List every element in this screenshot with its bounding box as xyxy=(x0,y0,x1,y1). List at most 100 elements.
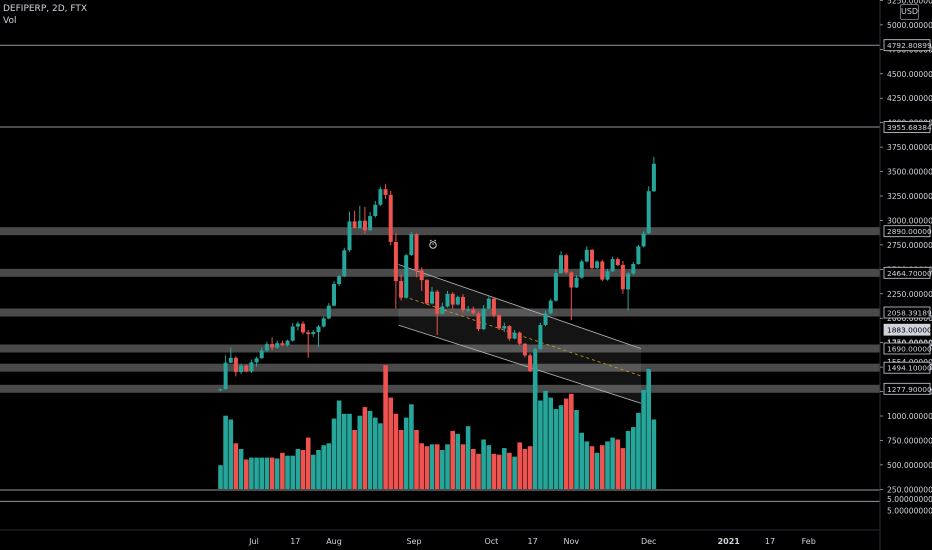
volume-bar xyxy=(352,430,357,489)
candle-body xyxy=(362,220,367,231)
candle-body xyxy=(388,194,393,242)
level-price-tag[interactable] xyxy=(883,306,931,319)
volume-bar xyxy=(362,407,368,489)
candle-body xyxy=(626,273,631,290)
level-price-tag-label: 2464.70000000 xyxy=(887,269,932,278)
candle-body xyxy=(378,189,383,205)
volume-bar xyxy=(244,459,249,489)
volume-bar xyxy=(558,405,564,489)
volume-bar xyxy=(434,444,440,489)
level-price-tag[interactable] xyxy=(883,382,931,395)
candle-body xyxy=(595,261,600,268)
level-zone[interactable] xyxy=(0,308,880,317)
level-price-tag-label: 3955.68384167 xyxy=(887,123,932,132)
volume-bar xyxy=(249,457,254,489)
candle-body xyxy=(419,270,424,281)
volume-bar xyxy=(491,453,497,489)
volume-indicator-label[interactable]: Vol xyxy=(3,16,17,26)
candle-body xyxy=(538,325,543,350)
level-price-tag[interactable] xyxy=(883,323,931,336)
candle-body xyxy=(352,221,357,229)
level-zone[interactable] xyxy=(0,344,880,353)
volume-bar xyxy=(548,397,553,489)
candle-body xyxy=(564,255,569,273)
level-price-tag[interactable] xyxy=(883,121,931,133)
volume-bar xyxy=(295,449,301,489)
volume-bar xyxy=(331,418,337,489)
candle-body xyxy=(311,332,316,335)
volume-bar xyxy=(429,444,435,489)
level-zone[interactable] xyxy=(0,268,880,277)
volume-bar xyxy=(342,413,347,489)
chart-legend: DEFIPERP, 2D, FTX Vol xyxy=(3,3,87,27)
candle-body xyxy=(512,332,517,339)
volume-bar xyxy=(300,450,306,489)
candle-body xyxy=(404,255,409,298)
volume-bar xyxy=(357,415,363,489)
channel-lower-line[interactable] xyxy=(398,324,642,404)
price-tick-label: 4250.00000000 xyxy=(887,94,932,103)
volume-bar xyxy=(336,400,342,489)
level-price-tag[interactable] xyxy=(883,342,931,355)
volume-bar xyxy=(398,430,404,489)
time-tick-label: Feb xyxy=(802,537,816,546)
candle-body xyxy=(306,332,311,335)
candle-body xyxy=(559,255,563,274)
price-tick-label: 3250.00000000 xyxy=(887,192,932,201)
price-tick-label: 4500.00000000 xyxy=(887,70,932,79)
candle-body xyxy=(636,246,641,264)
level-zone[interactable] xyxy=(0,363,880,372)
volume-bar xyxy=(507,452,512,489)
time-axis[interactable]: Jul 17 Aug Sep Oct 17 Nov Dec 2021 17 Feb xyxy=(248,537,816,546)
volume-bar xyxy=(527,446,533,489)
level-zone[interactable] xyxy=(0,227,880,236)
candle-body xyxy=(615,259,620,265)
candle-body xyxy=(631,264,636,274)
volume-bar xyxy=(486,445,492,489)
candle-body xyxy=(605,271,610,280)
volume-bar xyxy=(579,432,584,489)
channel-upper-line[interactable] xyxy=(398,264,642,349)
volume-bar xyxy=(481,439,486,489)
volume-bar xyxy=(445,444,450,489)
alarm-clock-icon[interactable] xyxy=(429,239,437,249)
volume-bar xyxy=(367,410,373,489)
candle-body xyxy=(481,308,486,330)
candle-body xyxy=(301,323,305,333)
volume-axis-label: 5.00000000 xyxy=(887,506,932,515)
volume-bar xyxy=(496,454,502,489)
volume-bar xyxy=(631,427,636,489)
volume-bar xyxy=(563,398,569,489)
candle-body xyxy=(223,362,228,390)
candle-body xyxy=(430,291,434,304)
price-tick-label: 2000.00000000 xyxy=(887,314,932,323)
level-price-tag[interactable] xyxy=(883,266,931,279)
candle-body xyxy=(569,272,574,288)
volume-bar xyxy=(326,443,332,489)
candle-body xyxy=(342,250,347,277)
level-price-tag[interactable] xyxy=(883,225,931,238)
price-tick-label: 3750.00000000 xyxy=(887,143,932,152)
volume-bar xyxy=(641,390,646,489)
candle-body xyxy=(280,343,285,346)
level-price-tags: 4792.80899885 3955.68384167 2890.00000000 2… xyxy=(883,39,932,395)
time-tick-label: Aug xyxy=(326,537,342,546)
candle-body xyxy=(383,189,388,195)
volume-bar xyxy=(254,457,259,489)
volume-bar xyxy=(569,393,574,489)
candle-body xyxy=(620,264,625,290)
volume-bar xyxy=(522,449,528,489)
volume-bar xyxy=(419,443,424,489)
volume-bar xyxy=(517,442,522,489)
level-price-tag[interactable] xyxy=(883,39,931,52)
candle-body xyxy=(290,326,295,341)
level-zone[interactable] xyxy=(0,384,880,393)
price-tick-label: 1000.00000000 xyxy=(887,412,932,421)
candle-body xyxy=(295,323,300,327)
candle-body xyxy=(399,281,404,298)
price-tick-label: 2250.00000000 xyxy=(887,290,932,299)
currency-button[interactable]: USD xyxy=(900,4,919,20)
level-price-tag[interactable] xyxy=(883,361,931,374)
symbol-title[interactable]: DEFIPERP, 2D, FTX xyxy=(3,4,88,14)
